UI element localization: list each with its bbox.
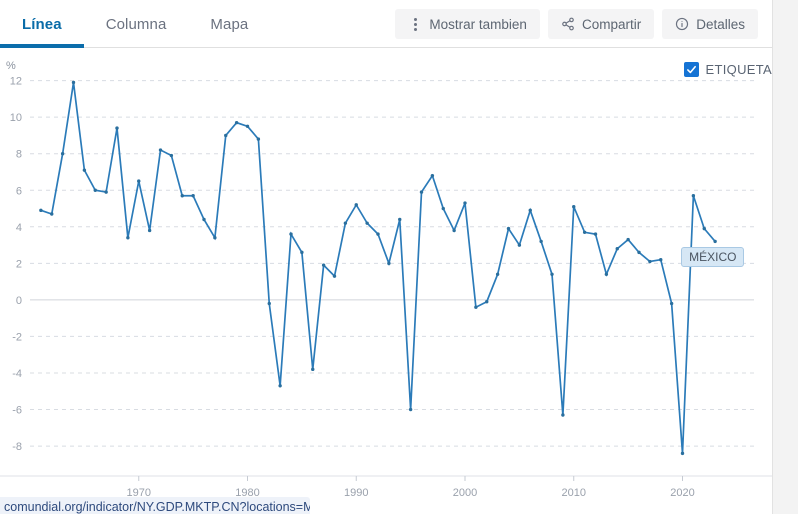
svg-text:-8: -8 xyxy=(12,441,22,453)
svg-text:6: 6 xyxy=(16,185,22,197)
svg-text:1990: 1990 xyxy=(344,487,368,499)
detalles-label: Detalles xyxy=(696,16,745,32)
info-circle-icon xyxy=(675,17,689,31)
svg-text:12: 12 xyxy=(10,76,22,88)
chart-view-tabs: Línea Columna Mapa xyxy=(0,0,270,48)
mostrar-tambien-button[interactable]: Mostrar tambien xyxy=(395,9,540,39)
chart-canvas-area: % 12 10 8 6 4 2 0 -2 -4 -6 -8 1970 1980 1990 2000 2010 2… xyxy=(0,48,772,514)
svg-text:10: 10 xyxy=(10,112,22,124)
svg-text:-6: -6 xyxy=(12,405,22,417)
tab-linea[interactable]: Línea xyxy=(0,0,84,48)
header-actions: Mostrar tambien Compartir xyxy=(395,9,758,39)
browser-status-bar: comundial.org/indicator/NY.GDP.MKTP.CN?l… xyxy=(0,497,310,514)
share-icon xyxy=(561,17,575,31)
tab-linea-label: Línea xyxy=(22,15,62,33)
etiqueta-label: ETIQUETA xyxy=(705,62,772,77)
tab-mapa-label: Mapa xyxy=(210,15,249,33)
tab-mapa[interactable]: Mapa xyxy=(188,0,270,48)
svg-text:2000: 2000 xyxy=(453,487,477,499)
chart-header: Línea Columna Mapa Mostrar tambien xyxy=(0,0,772,48)
line-chart-plot[interactable]: 12 10 8 6 4 2 0 -2 -4 -6 -8 1970 1980 1990 2000 2010 202… xyxy=(0,48,772,514)
etiqueta-toggle[interactable]: ETIQUETA xyxy=(683,62,772,77)
y-axis-unit-label: % xyxy=(6,60,16,72)
vertical-dots-icon xyxy=(408,17,422,31)
svg-text:-2: -2 xyxy=(12,331,22,343)
detalles-button[interactable]: Detalles xyxy=(662,9,758,39)
tab-columna-label: Columna xyxy=(105,15,167,33)
svg-text:2010: 2010 xyxy=(562,487,586,499)
compartir-label: Compartir xyxy=(581,16,642,32)
svg-text:4: 4 xyxy=(16,222,22,234)
right-scroll-gutter[interactable] xyxy=(772,0,798,514)
svg-text:-4: -4 xyxy=(12,368,22,380)
svg-text:1970: 1970 xyxy=(127,487,151,499)
svg-text:2: 2 xyxy=(16,258,22,270)
svg-text:2020: 2020 xyxy=(670,487,694,499)
svg-text:1980: 1980 xyxy=(235,487,259,499)
series-label-mexico[interactable]: MÉXICO xyxy=(681,247,745,268)
etiqueta-checkbox[interactable] xyxy=(683,62,699,77)
tab-columna[interactable]: Columna xyxy=(84,0,189,48)
mostrar-tambien-label: Mostrar tambien xyxy=(429,16,527,32)
svg-text:8: 8 xyxy=(16,149,22,161)
svg-text:0: 0 xyxy=(16,295,22,307)
compartir-button[interactable]: Compartir xyxy=(547,9,655,39)
